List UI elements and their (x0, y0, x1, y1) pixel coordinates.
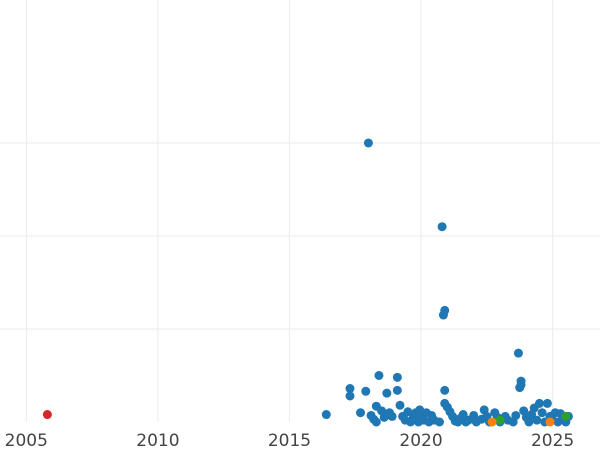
scatter-point (395, 400, 405, 410)
scatter-point (42, 410, 52, 420)
x-tick-label: 2025 (531, 431, 574, 450)
scatter-point (545, 417, 555, 427)
scatter-point (511, 410, 521, 420)
scatter-point (345, 391, 355, 401)
scatter-point (516, 380, 526, 390)
scatter-point (534, 398, 544, 408)
scatter-point (524, 417, 534, 427)
x-tick-label: 2005 (5, 431, 48, 450)
scatter-point (356, 408, 366, 418)
scatter-point (440, 385, 450, 395)
scatter-point (361, 386, 371, 396)
data-points (42, 138, 573, 427)
scatter-point (532, 415, 542, 425)
scatter-point (537, 408, 547, 418)
scatter-point (438, 310, 448, 320)
scatter-point (363, 138, 373, 148)
x-axis-tick-labels: 2005 2010 2015 2020 2025 (5, 431, 575, 450)
scatter-point (387, 411, 397, 421)
scatter-point (371, 417, 381, 427)
scatter-point (434, 417, 444, 427)
scatter-point (437, 222, 447, 232)
scatter-point (403, 407, 413, 417)
scatter-point (542, 398, 552, 408)
scatter-point (321, 410, 331, 420)
scatter-point (392, 385, 402, 395)
scatter-point (374, 371, 384, 380)
x-tick-label: 2015 (268, 431, 311, 450)
x-tick-label: 2010 (136, 431, 179, 450)
x-tick-label: 2020 (399, 431, 442, 450)
scatter-point (487, 417, 497, 427)
scatter-point (392, 372, 402, 382)
grid-lines (0, 0, 600, 422)
scatter-point (495, 415, 505, 425)
scatter-point (382, 388, 392, 398)
scatter-point (345, 384, 355, 394)
scatter-point (513, 348, 523, 358)
scatter-point (561, 411, 571, 421)
